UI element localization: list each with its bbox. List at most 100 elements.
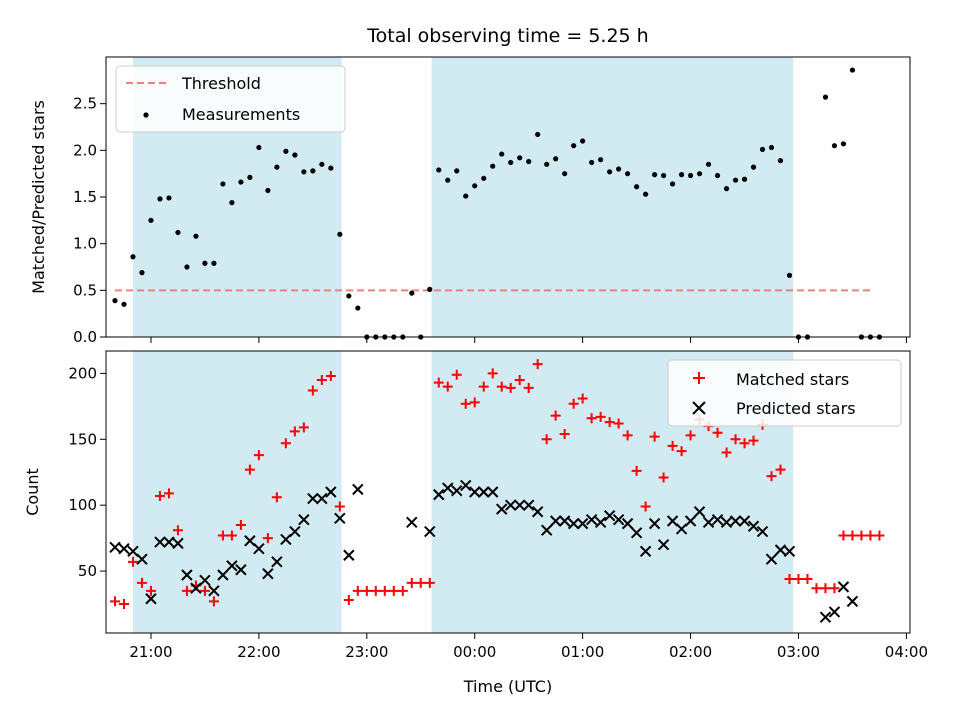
matched-point: [856, 530, 867, 541]
matched-point: [604, 417, 615, 428]
matched-point: [847, 530, 858, 541]
predicted-point: [406, 516, 418, 529]
matched-point: [397, 585, 408, 596]
predicted-point: [253, 542, 265, 555]
matched-point: [838, 530, 849, 541]
plot-frame: [105, 350, 911, 634]
legend-top: Threshold Measurements: [115, 65, 346, 133]
data-point: [741, 176, 748, 182]
predicted-point: [280, 533, 292, 546]
data-point: [750, 164, 757, 170]
y-tick-label: 2.5: [73, 95, 97, 113]
matched-point: [523, 382, 534, 393]
legend-matched-swatch: [693, 372, 705, 384]
data-point: [589, 159, 595, 166]
matched-point: [280, 438, 291, 449]
data-point: [678, 172, 685, 178]
predicted-point: [594, 516, 607, 529]
matched-point: [136, 577, 147, 588]
predicted-point: [828, 606, 841, 618]
matched-point: [316, 374, 327, 385]
data-point: [463, 193, 469, 199]
data-point: [669, 181, 676, 187]
predicted-point: [675, 523, 688, 535]
data-point: [310, 168, 316, 174]
predicted-point: [648, 517, 661, 530]
data-point: [553, 156, 559, 162]
matched-point: [424, 577, 435, 588]
data-point: [274, 164, 280, 170]
predicted-point: [442, 482, 454, 494]
matched-point: [505, 382, 516, 393]
data-point: [651, 172, 658, 178]
matched-point: [730, 434, 741, 445]
y-tick-label: 2.0: [73, 141, 97, 159]
data-point: [562, 171, 568, 177]
matched-point: [172, 525, 183, 536]
data-point: [526, 158, 532, 165]
matched-point: [667, 440, 678, 451]
predicted-point: [756, 525, 769, 538]
data-point: [337, 231, 343, 237]
predicted-point: [738, 515, 751, 527]
predicted-point: [693, 506, 706, 518]
predicted-point: [343, 549, 355, 561]
predicted-point: [154, 536, 166, 548]
predicted-point: [325, 486, 337, 498]
bottom-panel: 50 100 150 200 21:00 22:00 23:00 00:00 01:00 02:0…: [68, 350, 928, 661]
data-point: [571, 143, 577, 149]
top-y-axis-label: Matched/Predicted stars: [29, 100, 48, 294]
data-point: [346, 293, 352, 299]
predicted-point: [460, 479, 472, 492]
data-point: [436, 167, 442, 173]
matched-point: [487, 368, 498, 379]
data-point: [768, 144, 775, 151]
predicted-point: [145, 593, 157, 605]
data-point: [112, 298, 118, 304]
data-point: [238, 179, 244, 185]
data-point: [121, 301, 127, 307]
x-tick-label: 22:00: [237, 643, 280, 661]
legend-measurements-swatch: [143, 112, 149, 118]
predicted-point: [711, 513, 724, 526]
data-point: [409, 290, 415, 296]
x-tick-label: 23:00: [345, 643, 388, 661]
data-point: [732, 177, 739, 183]
predicted-point: [451, 484, 463, 497]
predicted-point: [424, 525, 436, 538]
data-point: [544, 161, 550, 167]
x-tick-label: 00:00: [453, 643, 496, 661]
matched-point: [235, 519, 246, 530]
matched-point: [712, 427, 723, 438]
predicted-point: [657, 539, 670, 551]
data-point: [598, 157, 604, 163]
data-point: [642, 191, 649, 197]
predicted-point: [307, 492, 319, 505]
data-point: [139, 270, 145, 276]
x-tick-label: 01:00: [561, 643, 604, 661]
matched-point: [460, 398, 471, 409]
predicted-point: [531, 506, 544, 518]
plot-frame: [105, 56, 911, 338]
matched-point: [442, 381, 453, 392]
matched-point: [217, 530, 228, 541]
matched-point: [748, 435, 759, 446]
matched-point: [181, 585, 192, 596]
data-point: [660, 172, 667, 179]
predicted-point: [262, 567, 274, 580]
matched-point: [343, 595, 354, 606]
predicted-point: [487, 486, 499, 498]
predicted-point: [109, 541, 121, 554]
matched-point: [289, 426, 300, 437]
matched-point: [775, 464, 786, 475]
matched-point: [253, 450, 264, 461]
y-tick-label: 0.0: [73, 328, 97, 346]
legend-matched-label: Matched stars: [736, 370, 849, 389]
predicted-point: [666, 515, 679, 527]
matched-point: [109, 596, 120, 607]
matched-point: [559, 429, 570, 440]
matched-point: [811, 583, 822, 594]
matched-point: [784, 573, 795, 584]
data-point: [777, 158, 784, 164]
